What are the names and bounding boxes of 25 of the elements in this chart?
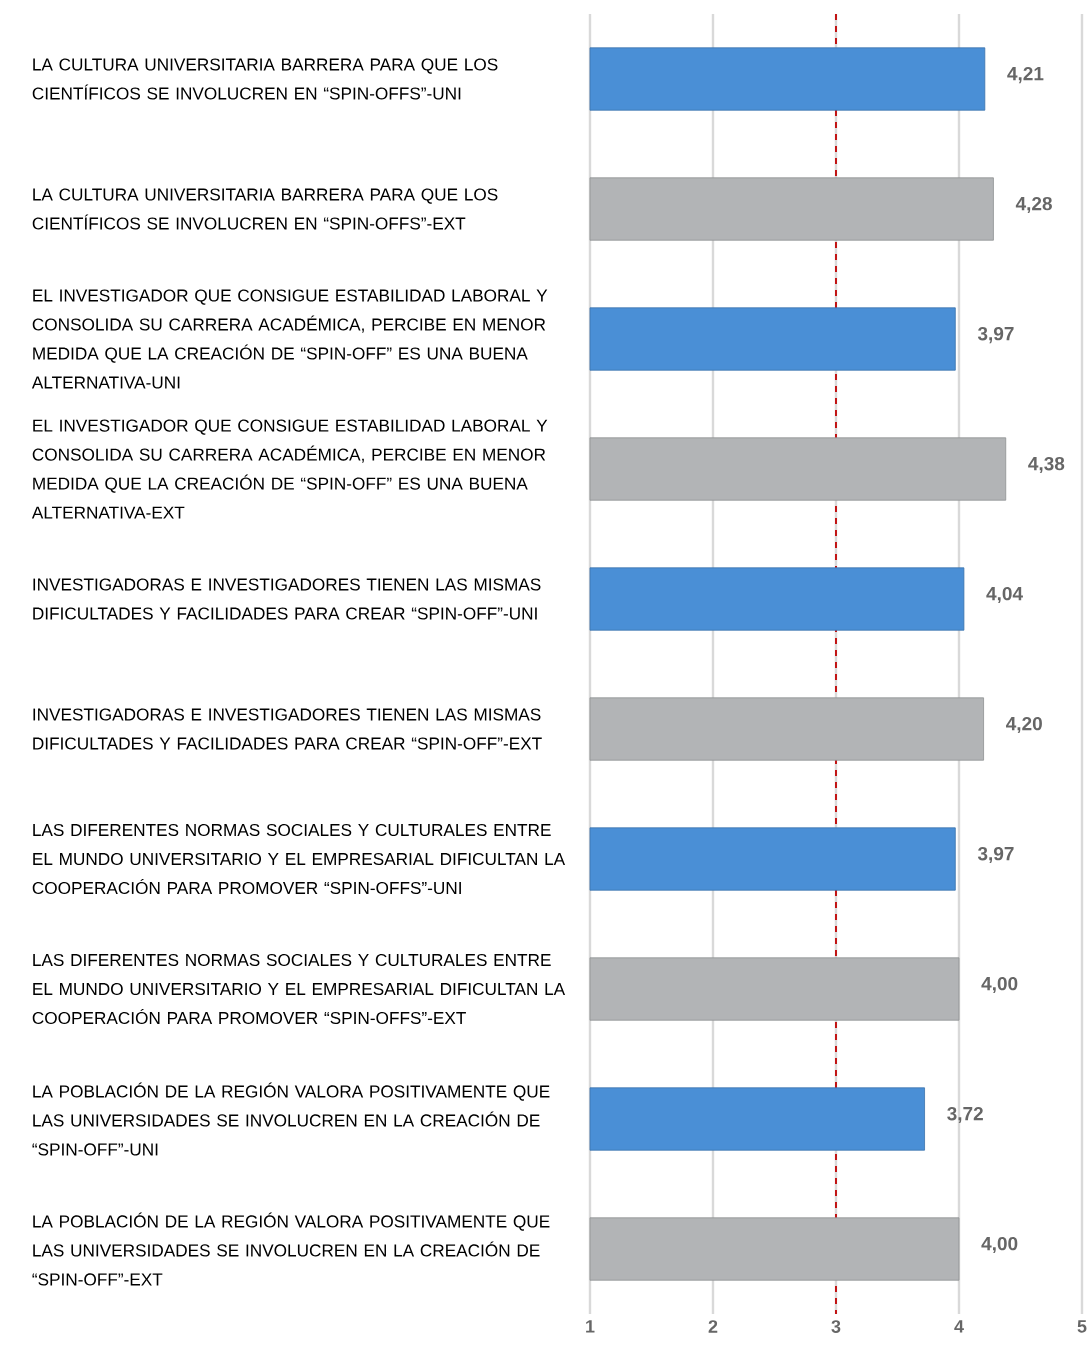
y-tick-label: LAS DIFERENTES NORMAS SOCIALES Y CULTURALES ENTRE EL MUNDO UNIVERSITARIO Y EL EMPRESARIAL DIFICULTAN LA COOPERACIÓN PARA PROMOVER “SPIN-OFFS”-EXT (32, 953, 566, 1025)
x-tick-label: 3 (831, 1320, 841, 1333)
data-label: 3,97 (977, 326, 1014, 344)
x-tick-label: 5 (1077, 1320, 1087, 1333)
data-label: 4,00 (981, 1236, 1018, 1254)
y-tick-label: INVESTIGADORAS E INVESTIGADORES TIENEN LAS MISMAS DIFICULTADES Y FACILIDADES PARA CREAR “SPIN-OFF”-EXT (33, 708, 542, 750)
data-label: 4,21 (1007, 66, 1044, 84)
data-label: 4,00 (981, 976, 1018, 994)
y-tick-label: EL INVESTIGADOR QUE CONSIGUE ESTABILIDAD LABORAL Y CONSOLIDA SU CARRERA ACADÉMICA, PERCIBE EN MENOR MEDIDA QUE LA CREACIÓN DE “SPIN-OFF” ES UNA BUENA ALTERNATIVA-EXT (31, 419, 548, 519)
data-label: 4,04 (986, 586, 1023, 604)
y-tick-label: LA CULTURA UNIVERSITARIA BARRERA PARA QUE LOS CIENTÍFICOS SE INVOLUCREN EN “SPIN-OFFS”-EXT (32, 188, 498, 230)
data-label: 3,97 (977, 846, 1014, 864)
x-tick-label: 4 (954, 1320, 964, 1333)
y-tick-label: INVESTIGADORAS E INVESTIGADORES TIENEN LAS MISMAS DIFICULTADES Y FACILIDADES PARA CREAR “SPIN-OFF”-UNI (33, 578, 541, 620)
y-tick-label: LAS DIFERENTES NORMAS SOCIALES Y CULTURALES ENTRE EL MUNDO UNIVERSITARIO Y EL EMPRESARIAL DIFICULTAN LA COOPERACIÓN PARA PROMOVER “SPIN-OFFS”-UNI (32, 823, 566, 895)
data-label: 4,38 (1028, 456, 1065, 474)
data-label: 4,20 (1006, 716, 1042, 734)
data-label: 4,28 (1015, 196, 1052, 214)
y-tick-label: LA CULTURA UNIVERSITARIA BARRERA PARA QUE LOS CIENTÍFICOS SE INVOLUCREN EN “SPIN-OFFS”-UNI (32, 58, 498, 100)
data-label: 3,72 (947, 1106, 983, 1124)
y-tick-label: EL INVESTIGADOR QUE CONSIGUE ESTABILIDAD LABORAL Y CONSOLIDA SU CARRERA ACADÉMICA, PERCIBE EN MENOR MEDIDA QUE LA CREACIÓN DE “SPIN-OFF” ES UNA BUENA ALTERNATIVA-UNI (31, 289, 548, 389)
y-tick-label: LA POBLACIÓN DE LA REGIÓN VALORA POSITIVAMENTE QUE LAS UNIVERSIDADES SE INVOLUCREN EN LA CREACIÓN DE “SPIN-OFF”-EXT (32, 1212, 550, 1286)
y-tick-label: LA POBLACIÓN DE LA REGIÓN VALORA POSITIVAMENTE QUE LAS UNIVERSIDADES SE INVOLUCREN EN LA CREACIÓN DE “SPIN-OFF”-UNI (32, 1082, 550, 1156)
x-tick-label: 2 (708, 1320, 718, 1333)
x-tick-label: 1 (586, 1320, 595, 1333)
